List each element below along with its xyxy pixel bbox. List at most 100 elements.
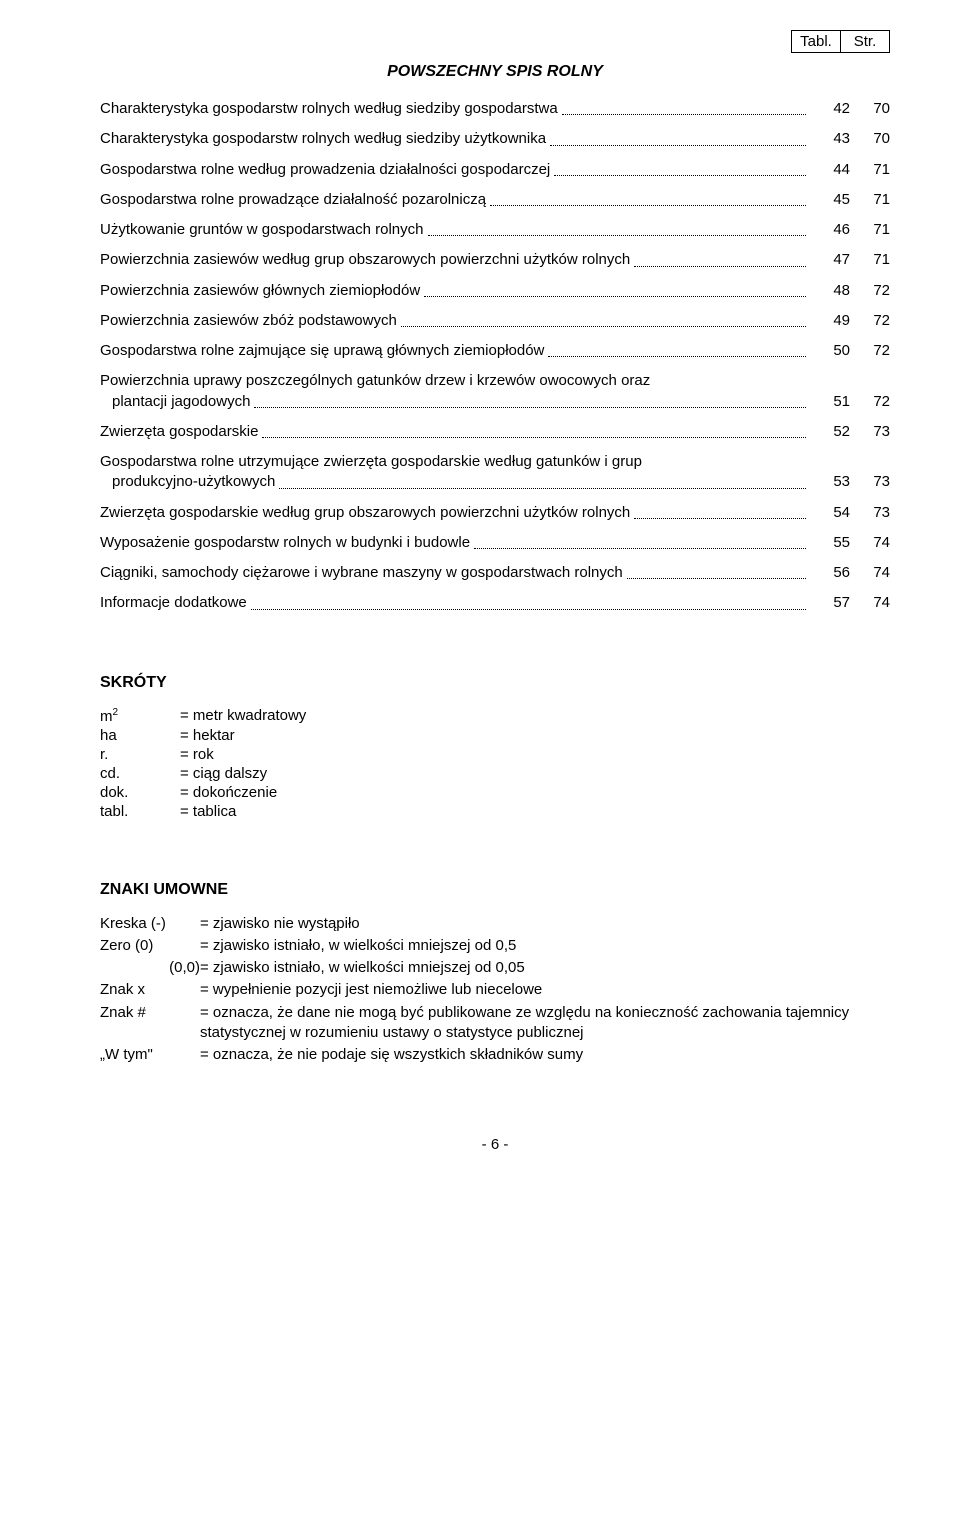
- znaki-definition: = oznacza, że nie podaje się wszystkich …: [200, 1044, 890, 1066]
- toc-label: Charakterystyka gospodarstw rolnych wedł…: [100, 99, 558, 119]
- toc-row: Gospodarstwa rolne prowadzące działalnoś…: [100, 190, 890, 210]
- toc-row: Wyposażenie gospodarstw rolnych w budynk…: [100, 533, 890, 553]
- toc-str: 71: [850, 190, 890, 210]
- toc-row: Gospodarstwa rolne według prowadzenia dz…: [100, 160, 890, 180]
- toc-label: Zwierzęta gospodarskie: [100, 422, 258, 442]
- znaki-symbol: Kreska (-): [100, 913, 200, 935]
- znaki-row: „W tym"= oznacza, że nie podaje się wszy…: [100, 1044, 890, 1066]
- abbr-definition: = metr kwadratowy: [180, 706, 306, 726]
- toc-row: Gospodarstwa rolne utrzymujące zwierzęta…: [100, 452, 890, 472]
- toc-row: Informacje dodatkowe 5774: [100, 593, 890, 613]
- znaki-table: Kreska (-)= zjawisko nie wystąpiłoZero (…: [100, 913, 890, 1067]
- znaki-row: (0,0)= zjawisko istniało, w wielkości mn…: [100, 957, 890, 979]
- toc-tabl: 53: [810, 472, 850, 492]
- abbr-definition: = tablica: [180, 802, 306, 821]
- toc-tabl: 46: [810, 220, 850, 240]
- toc-list: Charakterystyka gospodarstw rolnych wedł…: [100, 99, 890, 614]
- toc-label: Informacje dodatkowe: [100, 593, 247, 613]
- skroty-heading: SKRÓTY: [100, 674, 890, 692]
- toc-tabl: 55: [810, 533, 850, 553]
- znaki-definition: = zjawisko istniało, w wielkości mniejsz…: [200, 957, 890, 979]
- toc-label: Powierzchnia zasiewów zbóż podstawowych: [100, 311, 397, 331]
- page-footer: - 6 -: [100, 1136, 890, 1153]
- toc-str: 71: [850, 220, 890, 240]
- abbr-definition: = dokończenie: [180, 783, 306, 802]
- toc-label: Gospodarstwa rolne zajmujące się uprawą …: [100, 341, 544, 361]
- toc-str: 70: [850, 99, 890, 119]
- toc-str: 72: [850, 281, 890, 301]
- toc-str: 72: [850, 341, 890, 361]
- toc-str: 71: [850, 250, 890, 270]
- toc-tabl: 48: [810, 281, 850, 301]
- toc-str: 72: [850, 392, 890, 412]
- znaki-definition: = wypełnienie pozycji jest niemożliwe lu…: [200, 979, 890, 1001]
- abbr-symbol: dok.: [100, 783, 180, 802]
- znaki-row: Kreska (-)= zjawisko nie wystąpiło: [100, 913, 890, 935]
- toc-str: 71: [850, 160, 890, 180]
- toc-row: Powierzchnia uprawy poszczególnych gatun…: [100, 371, 890, 391]
- znaki-symbol: (0,0): [100, 957, 200, 979]
- toc-tabl: 50: [810, 341, 850, 361]
- toc-tabl: 56: [810, 563, 850, 583]
- toc-label: Wyposażenie gospodarstw rolnych w budynk…: [100, 533, 470, 553]
- abbr-symbol: tabl.: [100, 802, 180, 821]
- abbr-symbol: ha: [100, 726, 180, 745]
- abbr-row: tabl.= tablica: [100, 802, 306, 821]
- toc-tabl: 57: [810, 593, 850, 613]
- toc-tabl: 52: [810, 422, 850, 442]
- table-header-row: Tabl. Str.: [100, 30, 890, 53]
- toc-label: Zwierzęta gospodarskie według grup obsza…: [100, 503, 630, 523]
- toc-label: Powierzchnia zasiewów głównych ziemiopło…: [100, 281, 420, 301]
- section-title: POWSZECHNY SPIS ROLNY: [100, 63, 890, 81]
- abbr-symbol: r.: [100, 745, 180, 764]
- toc-row: Użytkowanie gruntów w gospodarstwach rol…: [100, 220, 890, 240]
- abbr-definition: = rok: [180, 745, 306, 764]
- toc-tabl: 45: [810, 190, 850, 210]
- toc-tabl: 43: [810, 129, 850, 149]
- toc-label: Powierzchnia uprawy poszczególnych gatun…: [100, 371, 650, 391]
- znaki-row: Znak #= oznacza, że dane nie mogą być pu…: [100, 1002, 890, 1045]
- znaki-definition: = oznacza, że dane nie mogą być publikow…: [200, 1002, 890, 1045]
- znaki-row: Znak x= wypełnienie pozycji jest niemożl…: [100, 979, 890, 1001]
- abbr-row: r.= rok: [100, 745, 306, 764]
- abbr-row: dok.= dokończenie: [100, 783, 306, 802]
- toc-tabl: 42: [810, 99, 850, 119]
- znaki-symbol: Zero (0): [100, 935, 200, 957]
- toc-label: Użytkowanie gruntów w gospodarstwach rol…: [100, 220, 424, 240]
- toc-row: Charakterystyka gospodarstw rolnych wedł…: [100, 99, 890, 119]
- abbr-definition: = ciąg dalszy: [180, 764, 306, 783]
- toc-str: 74: [850, 533, 890, 553]
- abbr-row: cd.= ciąg dalszy: [100, 764, 306, 783]
- toc-row: plantacji jagodowych 5172: [100, 392, 890, 412]
- toc-str: 73: [850, 472, 890, 492]
- toc-label: Charakterystyka gospodarstw rolnych wedł…: [100, 129, 546, 149]
- znaki-symbol: „W tym": [100, 1044, 200, 1066]
- abbr-definition: = hektar: [180, 726, 306, 745]
- toc-label: produkcyjno-użytkowych: [100, 472, 275, 492]
- toc-str: 72: [850, 311, 890, 331]
- toc-label: Gospodarstwa rolne prowadzące działalnoś…: [100, 190, 486, 210]
- toc-row: produkcyjno-użytkowych 5373: [100, 472, 890, 492]
- toc-row: Zwierzęta gospodarskie według grup obsza…: [100, 503, 890, 523]
- abbr-symbol: m2: [100, 706, 180, 726]
- toc-str: 70: [850, 129, 890, 149]
- toc-label: Gospodarstwa rolne utrzymujące zwierzęta…: [100, 452, 642, 472]
- toc-str: 73: [850, 422, 890, 442]
- toc-row: Powierzchnia zasiewów głównych ziemiopło…: [100, 281, 890, 301]
- abbr-symbol: cd.: [100, 764, 180, 783]
- toc-row: Charakterystyka gospodarstw rolnych wedł…: [100, 129, 890, 149]
- toc-tabl: 51: [810, 392, 850, 412]
- toc-tabl: 44: [810, 160, 850, 180]
- header-tabl: Tabl.: [791, 30, 841, 53]
- toc-label: plantacji jagodowych: [100, 392, 250, 412]
- toc-row: Powierzchnia zasiewów zbóż podstawowych 4…: [100, 311, 890, 331]
- abbr-row: m2= metr kwadratowy: [100, 706, 306, 726]
- toc-row: Powierzchnia zasiewów według grup obszar…: [100, 250, 890, 270]
- toc-label: Gospodarstwa rolne według prowadzenia dz…: [100, 160, 550, 180]
- toc-row: Zwierzęta gospodarskie 5273: [100, 422, 890, 442]
- znaki-definition: = zjawisko istniało, w wielkości mniejsz…: [200, 935, 890, 957]
- toc-str: 74: [850, 593, 890, 613]
- toc-row: Ciągniki, samochody ciężarowe i wybrane …: [100, 563, 890, 583]
- toc-tabl: 49: [810, 311, 850, 331]
- toc-tabl: 47: [810, 250, 850, 270]
